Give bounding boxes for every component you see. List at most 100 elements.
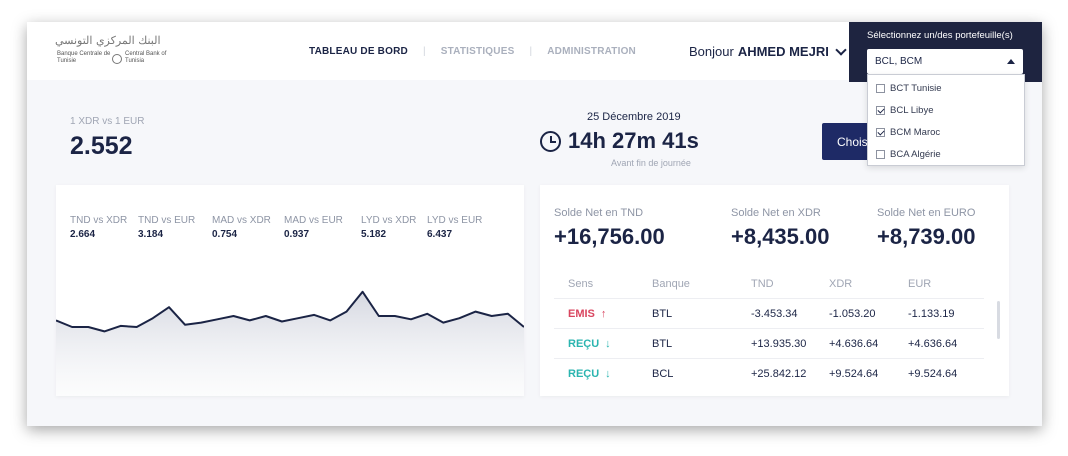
checkbox-checked[interactable] [876,127,885,137]
arrow-down-icon: ↓ [605,368,611,380]
solde-tnd: Solde Net en TND +16,756.00 [554,207,665,250]
sens-cell: EMIS ↑ [554,308,652,320]
solde-label: Solde Net en TND [554,207,644,219]
logo-seal-icon [112,54,122,64]
sens-label: EMIS [568,307,595,320]
table-row[interactable]: EMIS ↑ BTL -3.453.34 -1.053.20 -1.133.19 [554,299,984,329]
solde-xdr: Solde Net en XDR +8,435.00 [731,207,829,250]
rate-pair: LYD vs EUR 6.437 [427,215,493,240]
chart-series-line [56,290,524,333]
rate-pair: MAD vs XDR 0.754 [212,215,284,240]
sens-label: REÇU [568,337,600,350]
logo-arabic-text: البنك المركزي التونسي [55,34,161,47]
table-row[interactable]: REÇU ↓ BCL +25.842.12 +9.524.64 +9.524.64 [554,359,984,389]
greeting-prefix: Bonjour [689,44,734,59]
rate-pair: MAD vs EUR 0.937 [284,215,361,240]
checkbox[interactable] [876,149,885,159]
pair-label: MAD vs EUR [284,215,343,226]
portfolio-option-bcm[interactable]: BCM Maroc [868,121,1024,143]
portfolio-dropdown: BCT Tunisie BCL Libye BCM Maroc BCA Algé… [867,74,1025,166]
exchange-rates-card: TND vs XDR 2.664 TND vs EUR 3.184 MAD vs… [56,185,524,396]
pair-label: LYD vs EUR [427,215,483,226]
countdown-subtitle: Avant fin de journée [611,158,691,168]
tnd-cell: +13.935.30 [751,337,807,350]
option-label: BCT Tunisie [890,82,942,94]
pair-value: 2.664 [70,229,96,240]
banque-cell: BTL [652,307,673,320]
user-menu[interactable]: Bonjour AHMED MEJRI [689,43,847,59]
portfolio-option-bcl[interactable]: BCL Libye [868,99,1024,121]
portfolio-select[interactable]: BCL, BCM [867,49,1023,74]
caret-up-icon [1007,59,1015,64]
solde-value: +16,756.00 [554,224,665,249]
portfolio-option-bca[interactable]: BCA Algérie [868,143,1024,165]
pair-value: 3.184 [138,229,164,240]
rate-value: 2.552 [70,132,133,160]
solde-value: +8,435.00 [731,224,830,249]
portfolio-option-bct[interactable]: BCT Tunisie [868,77,1024,99]
tnd-cell: -3.453.34 [751,307,798,320]
countdown-timer: 14h 27m 41s [568,128,699,153]
sens-label: REÇU [568,368,600,380]
nav-tableau-de-bord[interactable]: TABLEAU DE BORD [309,46,408,57]
header-banque: Banque [652,277,690,290]
eur-cell: -1.133.19 [908,307,955,320]
header-eur: EUR [908,277,932,290]
solde-value: +8,739.00 [877,224,976,249]
header-xdr: XDR [829,277,853,290]
xdr-cell: -1.053.20 [829,307,876,320]
pair-value: 5.182 [361,229,387,240]
pair-label: MAD vs XDR [212,215,271,226]
checkbox[interactable] [876,83,885,93]
eur-cell: +9.524.64 [908,368,958,380]
rate-area-chart [56,290,524,396]
main-nav: TABLEAU DE BORD | STATISTIQUES | ADMINIS… [309,46,636,57]
arrow-up-icon: ↑ [600,307,607,320]
table-scrollbar[interactable] [997,301,1000,339]
xdr-cell: +9.524.64 [829,368,879,380]
transactions-table: Sens Banque TND XDR EUR EMIS ↑ BTL -3.453… [554,269,984,389]
pair-value: 6.437 [427,229,453,240]
banque-cell: BCL [652,368,674,380]
chart-area-fill [56,291,524,396]
option-label: BCA Algérie [890,148,941,160]
solde-label: Solde Net en EURO [877,207,976,219]
portfolio-selector-panel: Sélectionnez un/des portefeuille(s) BCL,… [849,22,1042,82]
tnd-cell: +25.842.12 [751,368,807,380]
nav-separator: | [529,46,533,57]
portfolio-selected-value: BCL, BCM [875,56,923,67]
arrow-down-icon: ↓ [605,337,611,350]
nav-separator: | [422,46,426,57]
checkbox-checked[interactable] [876,105,885,115]
app-window: البنك المركزي التونسي Banque Centrale de… [27,22,1042,426]
pair-value: 0.937 [284,229,310,240]
header-sens: Sens [568,277,594,290]
user-name: AHMED MEJRI [737,44,829,59]
clock-icon [540,131,561,152]
table-row[interactable]: REÇU ↓ BTL +13.935.30 +4.636.64 +4.636.64 [554,329,984,359]
current-date: 25 Décembre 2019 [587,111,681,123]
chevron-down-icon [835,43,847,56]
option-label: BCM Maroc [890,126,941,138]
logo-french-text: Banque Centrale de Tunisie [57,51,111,64]
sens-cell: REÇU ↓ [554,338,652,350]
nav-statistiques[interactable]: STATISTIQUES [440,46,515,57]
banque-cell: BTL [652,337,673,350]
eur-cell: +4.636.64 [908,337,958,350]
pair-label: TND vs EUR [138,215,196,226]
rate-label: 1 XDR vs 1 EUR [70,116,145,127]
nav-administration[interactable]: ADMINISTRATION [547,46,636,57]
rate-pairs: TND vs XDR 2.664 TND vs EUR 3.184 MAD vs… [70,215,493,240]
bank-logo[interactable]: البنك المركزي التونسي Banque Centrale de… [55,32,195,70]
solde-euro: Solde Net en EURO +8,739.00 [877,207,975,250]
header-tnd: TND [751,277,774,290]
solde-label: Solde Net en XDR [731,207,821,219]
pair-label: TND vs XDR [70,215,128,226]
portfolio-selector-title: Sélectionnez un/des portefeuille(s) [867,30,1013,41]
rate-pair: TND vs EUR 3.184 [138,215,212,240]
logo-english-text: Central Bank of Tunisia [125,51,167,64]
pair-value: 0.754 [212,229,238,240]
table-header: Sens Banque TND XDR EUR [554,269,984,299]
xdr-cell: +4.636.64 [829,337,879,350]
rate-pair: LYD vs XDR 5.182 [361,215,427,240]
